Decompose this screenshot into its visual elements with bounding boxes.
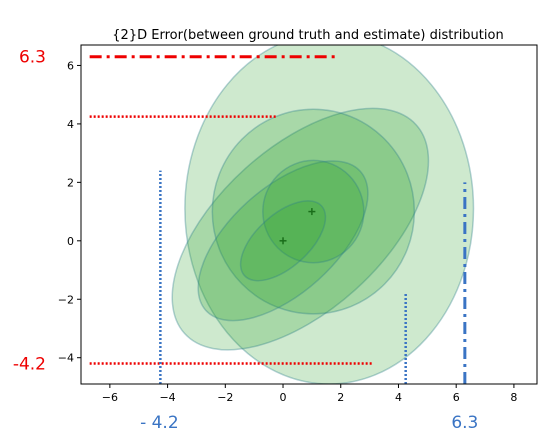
- annotation-blue-4: 6.3: [451, 413, 478, 433]
- y-tick-label: 2: [67, 176, 74, 189]
- plot-area: [171, 45, 475, 384]
- annotation-red-1: 6.3: [19, 48, 46, 68]
- chart-title: {2}D Error(between ground truth and esti…: [112, 28, 503, 43]
- x-tick-label: −6: [102, 391, 118, 404]
- annotation-red-2: -4.2: [13, 355, 46, 375]
- center-marker-2: [308, 208, 316, 216]
- y-tick-label: 6: [67, 59, 74, 72]
- y-tick-label: −2: [58, 293, 74, 306]
- y-tick-label: 0: [67, 235, 74, 248]
- x-tick-label: 8: [510, 391, 517, 404]
- error-ellipse-2: [171, 107, 430, 351]
- y-tick-label: 4: [67, 118, 74, 131]
- x-tick-label: 6: [453, 391, 460, 404]
- y-tick-label: −4: [58, 352, 74, 365]
- center-marker-1: [279, 237, 287, 245]
- x-tick-label: 0: [280, 391, 287, 404]
- plot-frame: [80, 44, 538, 385]
- x-tick-label: −4: [159, 391, 175, 404]
- x-tick-label: 4: [395, 391, 402, 404]
- x-tick-label: 2: [337, 391, 344, 404]
- error-ellipse-1: [184, 45, 475, 384]
- x-tick-label: −2: [217, 391, 233, 404]
- annotation-blue-3: - 4.2: [140, 413, 179, 433]
